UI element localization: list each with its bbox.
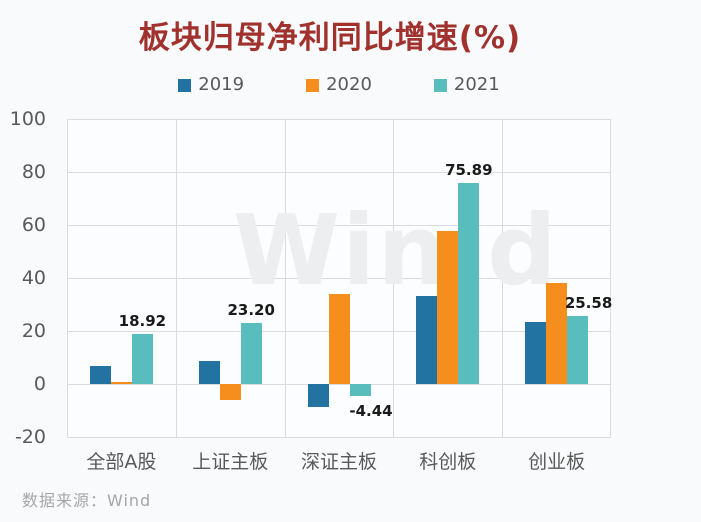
y-tick-label: 80	[21, 161, 46, 183]
legend-swatch-2021	[433, 78, 447, 92]
bar-2020-科创板	[437, 231, 459, 384]
legend: 2019 2020 2021	[67, 76, 611, 94]
bar-2019-创业板	[525, 321, 547, 384]
gridline-vertical	[610, 119, 611, 437]
source-note: 数据来源：Wind	[22, 491, 152, 510]
legend-item-2020: 2020	[306, 76, 372, 94]
bar-2021-创业板	[567, 316, 589, 384]
bar-2019-上证主板	[198, 361, 220, 384]
bar-2019-科创板	[416, 296, 438, 384]
bar-2019-深证主板	[307, 384, 329, 408]
legend-swatch-2020	[306, 78, 320, 92]
data-label-上证主板: 23.20	[227, 300, 275, 319]
bar-2021-科创板	[458, 182, 480, 384]
gridline-vertical	[67, 119, 68, 437]
plot-area: 18.92 23.20 -4.44 75.89 25.58	[67, 118, 612, 438]
bar-2020-全部A股	[110, 381, 132, 384]
y-tick-label: 40	[21, 267, 46, 289]
bar-2020-创业板	[546, 283, 568, 384]
legend-label: 2021	[453, 74, 500, 95]
y-tick-label: -20	[14, 426, 46, 448]
bar-2021-深证主板	[349, 384, 371, 396]
legend-label: 2019	[198, 74, 245, 95]
wind-watermark: Win.d	[233, 194, 559, 307]
bar-2020-上证主板	[219, 384, 241, 401]
data-label-全部A股: 18.92	[118, 311, 167, 330]
gridline-horizontal	[67, 224, 611, 226]
data-label-深证主板: -4.44	[349, 401, 393, 420]
gridline-vertical	[502, 119, 504, 437]
y-tick-label: 0	[33, 373, 46, 395]
data-label-创业板: 25.58	[564, 294, 613, 313]
gridline-horizontal	[67, 277, 611, 279]
legend-swatch-2019	[178, 78, 192, 92]
bar-2021-上证主板	[240, 322, 262, 384]
x-category-label: 全部A股	[86, 451, 157, 473]
gridline-horizontal	[67, 436, 611, 438]
x-category-label: 科创板	[419, 451, 477, 473]
gridline-vertical	[175, 119, 177, 437]
x-axis: 全部A股 上证主板 深证主板 科创板 创业板	[67, 450, 611, 474]
x-category-label: 上证主板	[192, 451, 269, 473]
gridline-vertical	[284, 119, 286, 437]
y-axis: 100 80 60 40 20 0 -20	[8, 108, 46, 448]
data-label-科创板: 75.89	[445, 160, 493, 179]
chart-title: 板块归母净利同比增速(%)	[138, 20, 522, 56]
gridline-vertical	[393, 119, 395, 437]
bar-2021-全部A股	[131, 333, 153, 384]
gridline-horizontal	[67, 118, 611, 120]
legend-item-2021: 2021	[433, 74, 500, 95]
legend-item-2019: 2019	[178, 76, 244, 94]
gridline-horizontal	[67, 171, 611, 173]
x-category-label: 深证主板	[300, 451, 377, 473]
x-category-label: 创业板	[528, 451, 586, 473]
bar-2020-深证主板	[328, 293, 350, 384]
gridline-horizontal	[67, 383, 611, 385]
y-tick-label: 100	[9, 108, 46, 130]
y-tick-label: 20	[21, 320, 46, 342]
legend-label: 2020	[326, 74, 372, 95]
y-tick-label: 60	[21, 214, 46, 236]
bar-2019-全部A股	[89, 366, 111, 384]
